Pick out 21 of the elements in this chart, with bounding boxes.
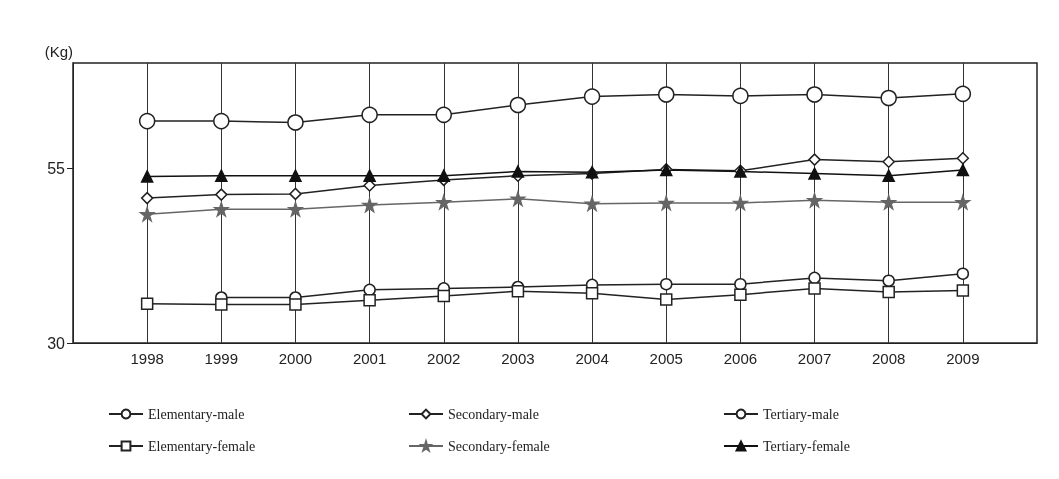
legend-label: Tertiary-female [763,438,850,454]
x-tick-label: 2002 [427,350,461,367]
legend-label: Secondary-female [448,438,550,454]
legend-label: Elementary-male [148,406,245,422]
y-tick-label: 30 [47,334,66,352]
legend-label: Tertiary-male [763,406,839,422]
x-tick-label: 1999 [204,350,238,367]
x-tick-label: 2000 [278,350,313,367]
x-tick-label: 2005 [649,350,683,367]
legend-label: Secondary-male [448,406,539,422]
x-tick-label: 2003 [501,350,535,367]
x-tick-label: 1998 [130,350,164,367]
x-tick-label: 2004 [575,350,609,367]
y-axis-title: (Kg) [44,43,73,60]
x-tick-label: 2008 [872,350,906,367]
x-tick-label: 2007 [797,350,832,367]
x-tick-label: 2001 [352,350,387,367]
legend-label: Elementary-female [148,438,256,454]
x-tick-label: 2009 [946,350,980,367]
y-tick-label: 55 [47,159,66,177]
x-tick-label: 2006 [723,350,758,367]
